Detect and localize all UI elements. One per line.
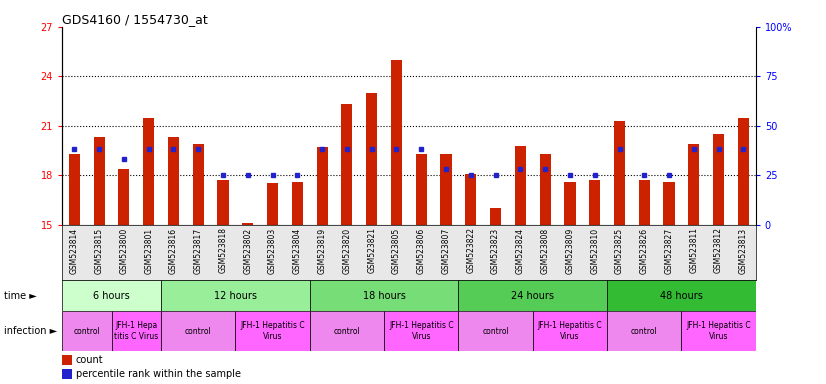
Text: GSM523823: GSM523823 xyxy=(491,227,500,273)
Text: JFH-1 Hepatitis C
Virus: JFH-1 Hepatitis C Virus xyxy=(389,321,453,341)
Text: GSM523812: GSM523812 xyxy=(714,227,723,273)
Bar xyxy=(415,154,427,225)
Text: JFH-1 Hepatitis C
Virus: JFH-1 Hepatitis C Virus xyxy=(686,321,751,341)
Text: control: control xyxy=(74,327,100,336)
Text: JFH-1 Hepa
titis C Virus: JFH-1 Hepa titis C Virus xyxy=(114,321,159,341)
Text: infection ►: infection ► xyxy=(4,326,57,336)
Text: GSM523800: GSM523800 xyxy=(120,227,128,274)
Bar xyxy=(391,60,402,225)
Text: GSM523811: GSM523811 xyxy=(690,227,698,273)
Bar xyxy=(235,311,310,351)
Text: time ►: time ► xyxy=(4,291,37,301)
Text: GSM523814: GSM523814 xyxy=(70,227,78,273)
Text: GSM523816: GSM523816 xyxy=(169,227,178,273)
Bar xyxy=(69,154,80,225)
Text: GSM523813: GSM523813 xyxy=(739,227,748,273)
Bar xyxy=(688,144,700,225)
Text: control: control xyxy=(482,327,509,336)
Text: GSM523808: GSM523808 xyxy=(541,227,549,273)
Bar xyxy=(663,182,675,225)
Text: GSM523825: GSM523825 xyxy=(615,227,624,273)
Bar xyxy=(614,121,625,225)
Bar xyxy=(539,154,551,225)
Bar xyxy=(533,311,607,351)
Bar xyxy=(62,280,161,311)
Text: percentile rank within the sample: percentile rank within the sample xyxy=(76,369,241,379)
Text: GSM523827: GSM523827 xyxy=(665,227,673,273)
Bar xyxy=(161,311,235,351)
Bar xyxy=(310,280,458,311)
Bar xyxy=(458,280,607,311)
Text: GSM523803: GSM523803 xyxy=(268,227,277,274)
Text: GSM523815: GSM523815 xyxy=(95,227,103,273)
Bar xyxy=(564,182,576,225)
Bar xyxy=(384,311,458,351)
Text: JFH-1 Hepatitis C
Virus: JFH-1 Hepatitis C Virus xyxy=(538,321,602,341)
Bar xyxy=(341,104,353,225)
Bar xyxy=(738,118,749,225)
Bar xyxy=(242,223,254,225)
Text: GSM523804: GSM523804 xyxy=(293,227,301,274)
Text: GSM523822: GSM523822 xyxy=(467,227,475,273)
Bar xyxy=(118,169,130,225)
Text: 12 hours: 12 hours xyxy=(214,291,257,301)
Bar xyxy=(458,311,533,351)
Bar xyxy=(713,134,724,225)
Text: GSM523806: GSM523806 xyxy=(417,227,425,274)
Text: 6 hours: 6 hours xyxy=(93,291,130,301)
Bar xyxy=(366,93,377,225)
Bar xyxy=(310,311,384,351)
Bar xyxy=(440,154,452,225)
Text: GSM523807: GSM523807 xyxy=(442,227,450,274)
Bar xyxy=(143,118,154,225)
Text: GSM523809: GSM523809 xyxy=(566,227,574,274)
Bar xyxy=(316,147,328,225)
Text: control: control xyxy=(185,327,211,336)
Bar xyxy=(112,311,161,351)
Bar xyxy=(607,280,756,311)
Text: GSM523817: GSM523817 xyxy=(194,227,202,273)
Text: JFH-1 Hepatitis C
Virus: JFH-1 Hepatitis C Virus xyxy=(240,321,305,341)
Bar xyxy=(217,180,229,225)
Bar xyxy=(161,280,310,311)
Text: GSM523821: GSM523821 xyxy=(368,227,376,273)
Text: GSM523805: GSM523805 xyxy=(392,227,401,274)
Text: GSM523826: GSM523826 xyxy=(640,227,648,273)
Text: control: control xyxy=(631,327,657,336)
Bar xyxy=(465,174,477,225)
Text: control: control xyxy=(334,327,360,336)
Bar xyxy=(515,146,526,225)
Bar xyxy=(607,311,681,351)
Text: GSM523820: GSM523820 xyxy=(343,227,351,273)
Bar xyxy=(638,180,650,225)
Text: GDS4160 / 1554730_at: GDS4160 / 1554730_at xyxy=(62,13,207,26)
Bar xyxy=(62,355,72,366)
Bar xyxy=(168,137,179,225)
Text: 24 hours: 24 hours xyxy=(511,291,554,301)
Bar xyxy=(62,369,72,379)
Bar xyxy=(93,137,105,225)
Text: count: count xyxy=(76,355,103,365)
Bar xyxy=(62,311,112,351)
Text: GSM523819: GSM523819 xyxy=(318,227,326,273)
Bar xyxy=(589,180,601,225)
Text: GSM523824: GSM523824 xyxy=(516,227,525,273)
Text: GSM523818: GSM523818 xyxy=(219,227,227,273)
Bar xyxy=(681,311,756,351)
Text: 48 hours: 48 hours xyxy=(660,291,703,301)
Text: GSM523801: GSM523801 xyxy=(145,227,153,273)
Text: GSM523810: GSM523810 xyxy=(591,227,599,273)
Bar xyxy=(267,184,278,225)
Bar xyxy=(490,208,501,225)
Text: GSM523802: GSM523802 xyxy=(244,227,252,273)
Text: 18 hours: 18 hours xyxy=(363,291,406,301)
Bar xyxy=(292,182,303,225)
Bar xyxy=(192,144,204,225)
